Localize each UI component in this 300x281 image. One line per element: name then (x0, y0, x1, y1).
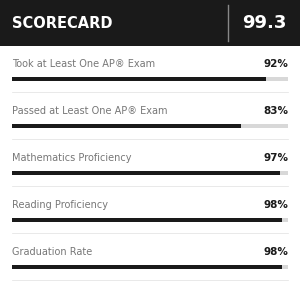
FancyBboxPatch shape (12, 77, 266, 81)
Text: Reading Proficiency: Reading Proficiency (12, 200, 108, 210)
Text: 83%: 83% (263, 106, 288, 116)
Text: 92%: 92% (263, 59, 288, 69)
FancyBboxPatch shape (12, 265, 288, 269)
FancyBboxPatch shape (12, 171, 280, 175)
FancyBboxPatch shape (12, 265, 283, 269)
FancyBboxPatch shape (12, 171, 288, 175)
Text: 99.3: 99.3 (242, 14, 286, 32)
FancyBboxPatch shape (12, 124, 241, 128)
Text: Mathematics Proficiency: Mathematics Proficiency (12, 153, 131, 163)
FancyBboxPatch shape (0, 0, 300, 46)
Text: 97%: 97% (263, 153, 288, 163)
FancyBboxPatch shape (12, 218, 288, 222)
FancyBboxPatch shape (12, 124, 288, 128)
Text: Passed at Least One AP® Exam: Passed at Least One AP® Exam (12, 106, 167, 116)
Text: 98%: 98% (263, 247, 288, 257)
Text: 98%: 98% (263, 200, 288, 210)
Text: SCORECARD: SCORECARD (12, 15, 112, 31)
FancyBboxPatch shape (12, 77, 288, 81)
Text: Graduation Rate: Graduation Rate (12, 247, 92, 257)
Text: Took at Least One AP® Exam: Took at Least One AP® Exam (12, 59, 155, 69)
FancyBboxPatch shape (12, 218, 283, 222)
